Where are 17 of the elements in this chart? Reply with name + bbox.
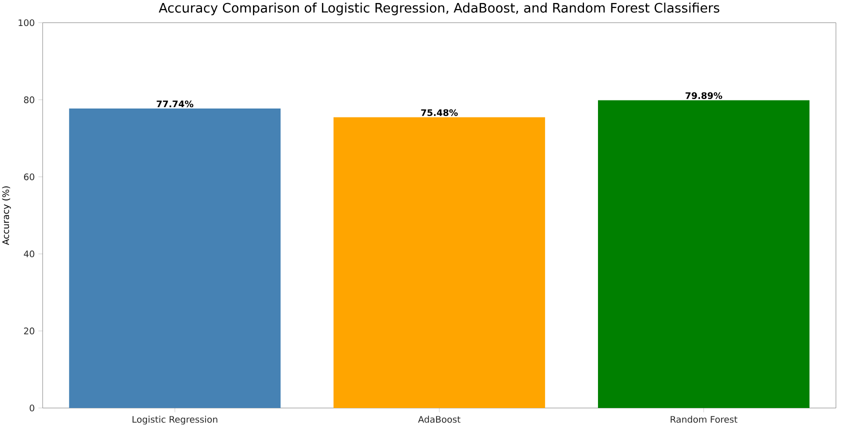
y-tick-label: 100 <box>18 19 34 26</box>
x-tick-label: Random Forest <box>670 416 738 423</box>
data-label: 75.48% <box>421 109 458 116</box>
chart-title: Accuracy Comparison of Logistic Regression, AdaBoost, and Random Forest Classifiers <box>158 2 720 16</box>
y-axis-title: Accuracy (%) <box>2 186 11 246</box>
y-tick-label: 80 <box>24 96 34 104</box>
data-label: 77.74% <box>156 100 194 108</box>
bar <box>598 100 810 408</box>
y-tick-label: 20 <box>24 328 34 334</box>
y-tick-label: 0 <box>30 404 34 412</box>
data-label: 79.89% <box>686 92 722 100</box>
y-tick-label: 40 <box>24 250 34 258</box>
x-tick-label: AdaBoost <box>418 416 460 423</box>
x-tick-label: Logistic Regression <box>132 416 218 424</box>
bar <box>334 117 546 408</box>
bar <box>69 108 281 408</box>
y-tick-label: 60 <box>24 173 34 180</box>
